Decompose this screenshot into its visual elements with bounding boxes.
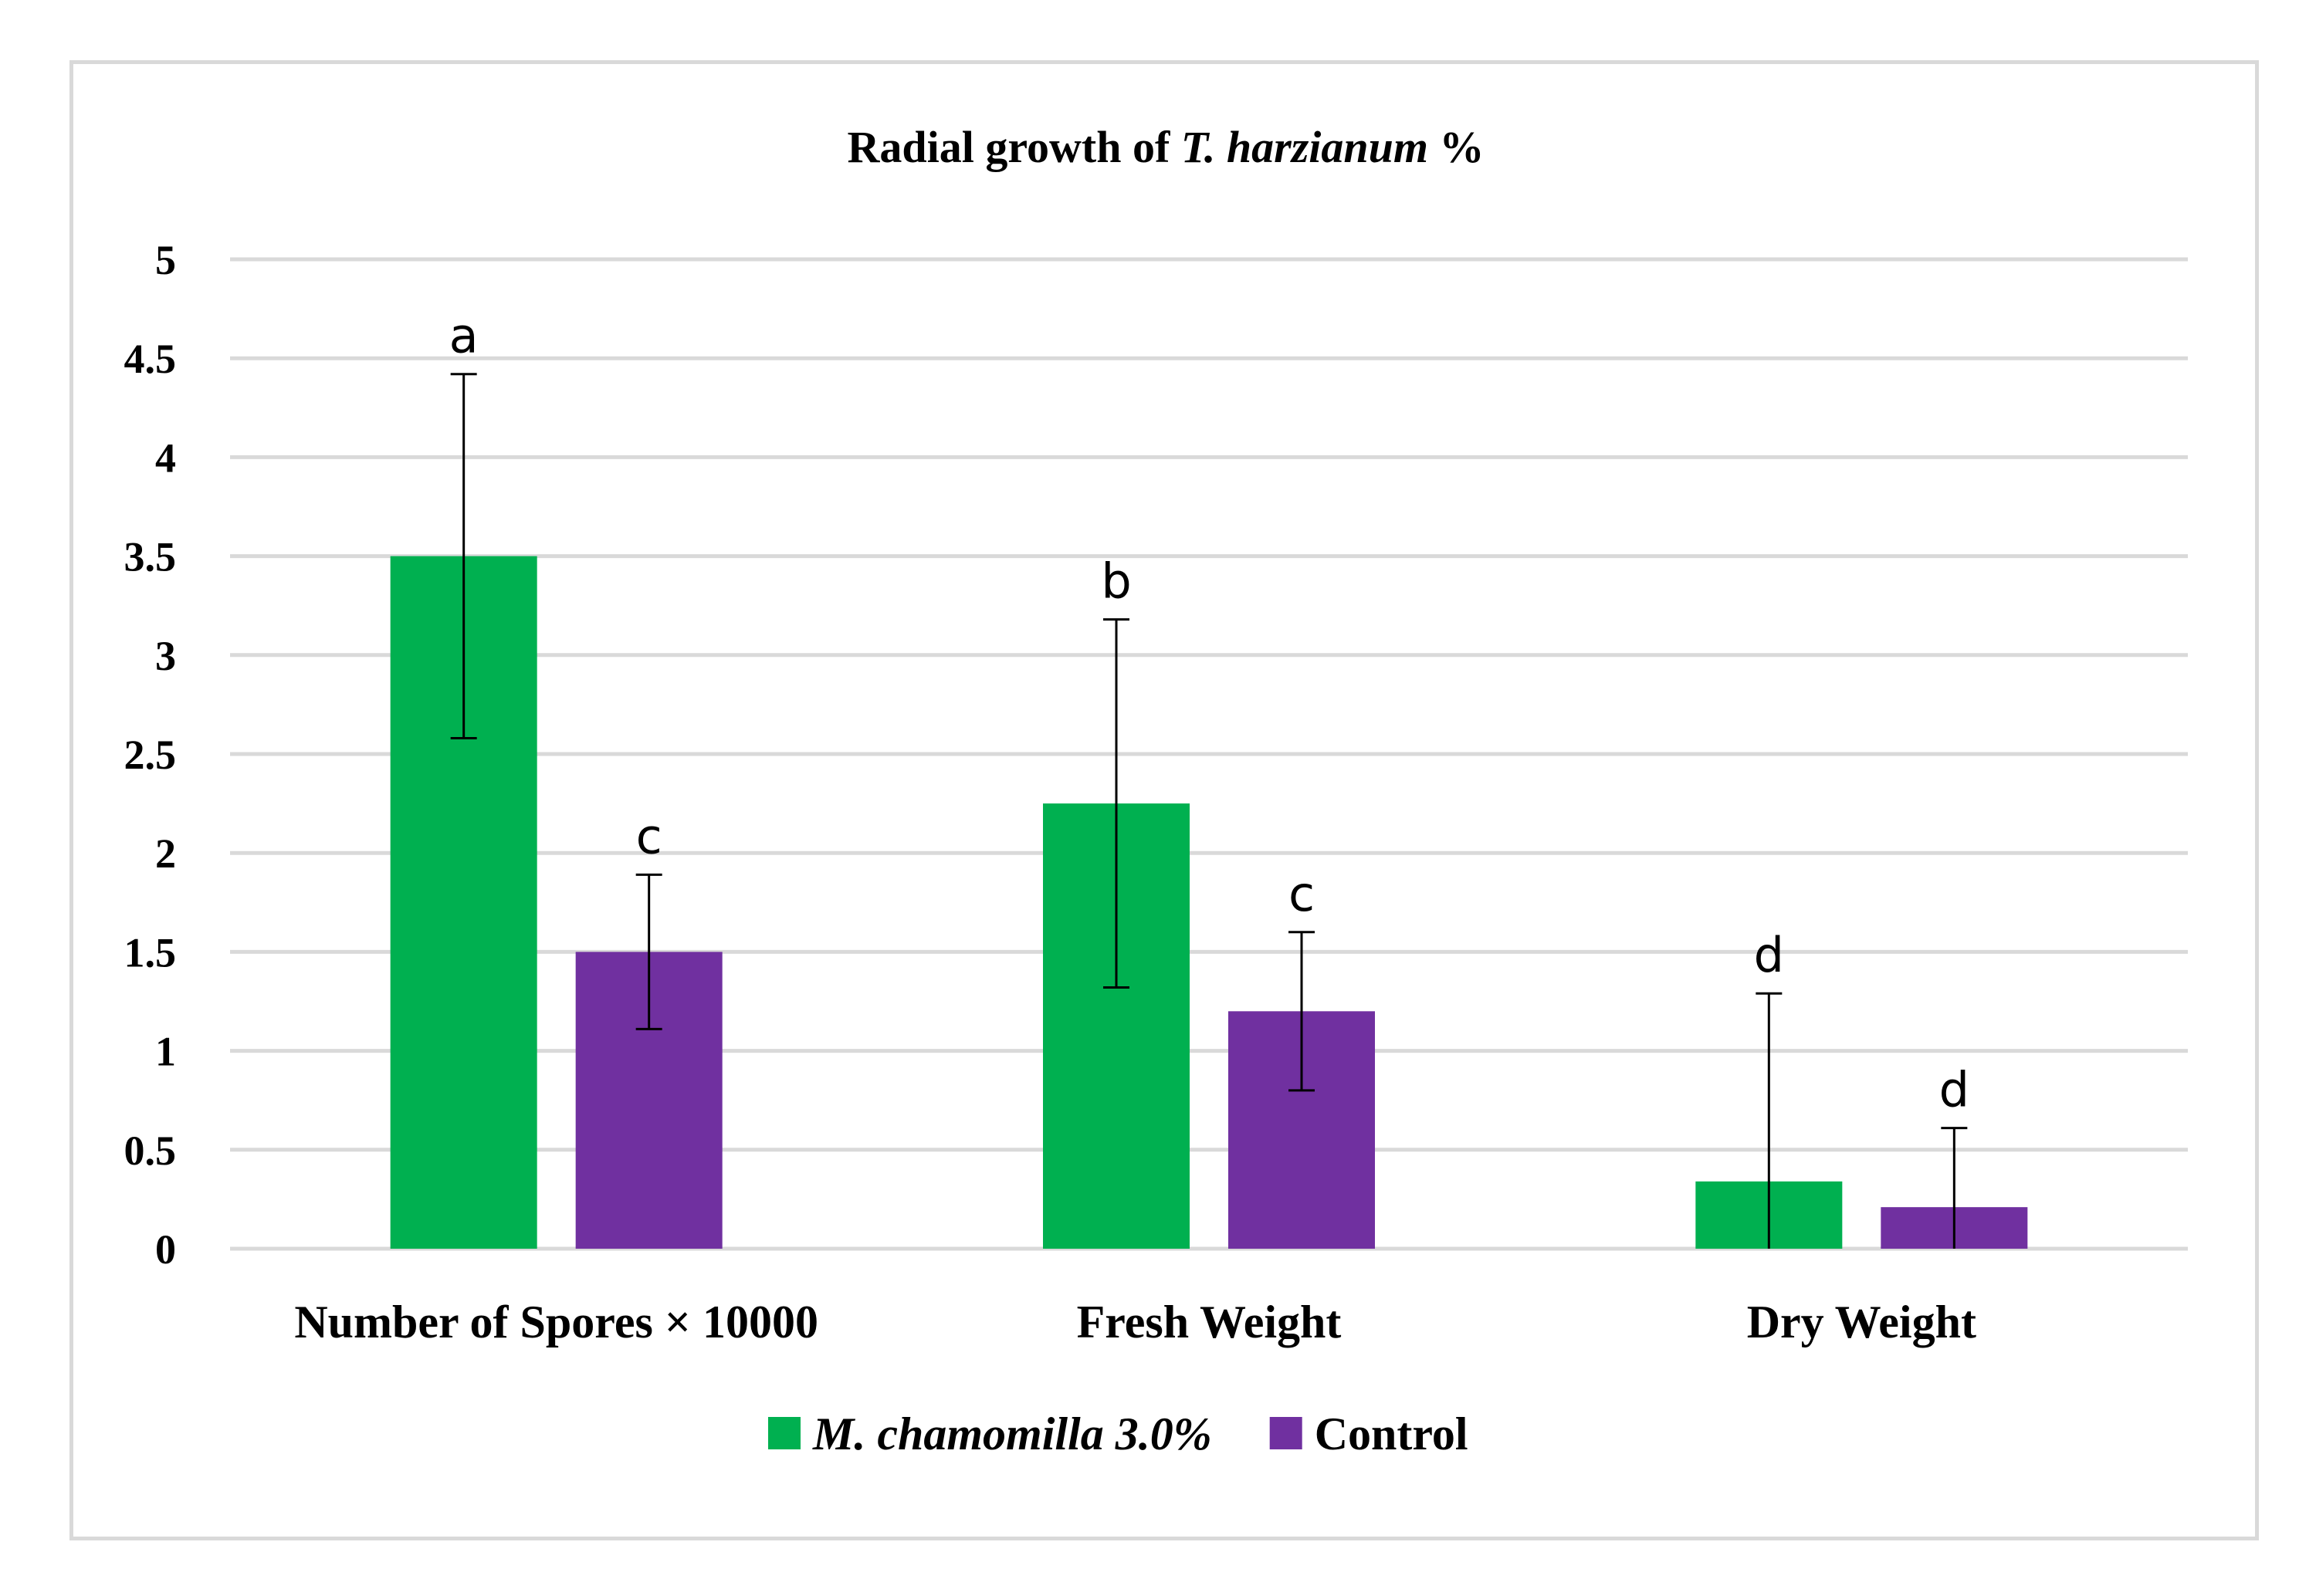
y-tick-label: 2 <box>155 830 176 877</box>
gridlines <box>230 257 2188 1251</box>
x-category-label: Dry Weight <box>1747 1297 1976 1347</box>
x-category-label: Fresh Weight <box>1077 1297 1342 1347</box>
significance-labels: a c b c d d <box>449 308 1969 1118</box>
y-tick-label: 0.5 <box>124 1128 177 1174</box>
chart-title-prefix: Radial growth of <box>847 122 1180 172</box>
y-tick-label: 1.5 <box>124 929 177 976</box>
significance-label: c <box>1288 866 1315 922</box>
chart-title-suffix: % <box>1428 122 1485 172</box>
y-tick-label: 4.5 <box>124 336 177 382</box>
legend-swatch <box>1269 1417 1302 1449</box>
significance-label: c <box>636 808 662 864</box>
y-tick-label: 5 <box>155 237 176 283</box>
legend: M. chamomilla 3.0% Control <box>768 1408 1468 1459</box>
bars <box>390 556 2028 1249</box>
y-axis-ticks: 0 0.5 1 1.5 2 2.5 3 3.5 4 4.5 5 <box>124 237 177 1273</box>
legend-label: Control <box>1315 1408 1468 1459</box>
significance-label: d <box>1939 1062 1969 1118</box>
y-tick-label: 4 <box>155 435 176 481</box>
significance-label: d <box>1754 927 1784 983</box>
significance-label: b <box>1101 553 1131 610</box>
y-tick-label: 0 <box>155 1226 176 1273</box>
significance-label: a <box>449 308 479 364</box>
y-tick-label: 1 <box>155 1029 176 1075</box>
error-bars <box>450 373 1968 1249</box>
chart-title-species: T. harzianum <box>1181 122 1428 172</box>
x-axis-categories: Number of Spores × 10000 Fresh Weight Dry … <box>294 1297 1976 1347</box>
y-tick-label: 3.5 <box>124 534 177 580</box>
chart-title: Radial growth of T. harzianum % <box>847 122 1484 172</box>
legend-swatch <box>768 1417 801 1449</box>
legend-label: M. chamomilla 3.0% <box>812 1408 1212 1459</box>
y-tick-label: 3 <box>155 633 176 679</box>
x-category-label: Number of Spores × 10000 <box>294 1297 818 1347</box>
y-tick-label: 2.5 <box>124 732 177 778</box>
